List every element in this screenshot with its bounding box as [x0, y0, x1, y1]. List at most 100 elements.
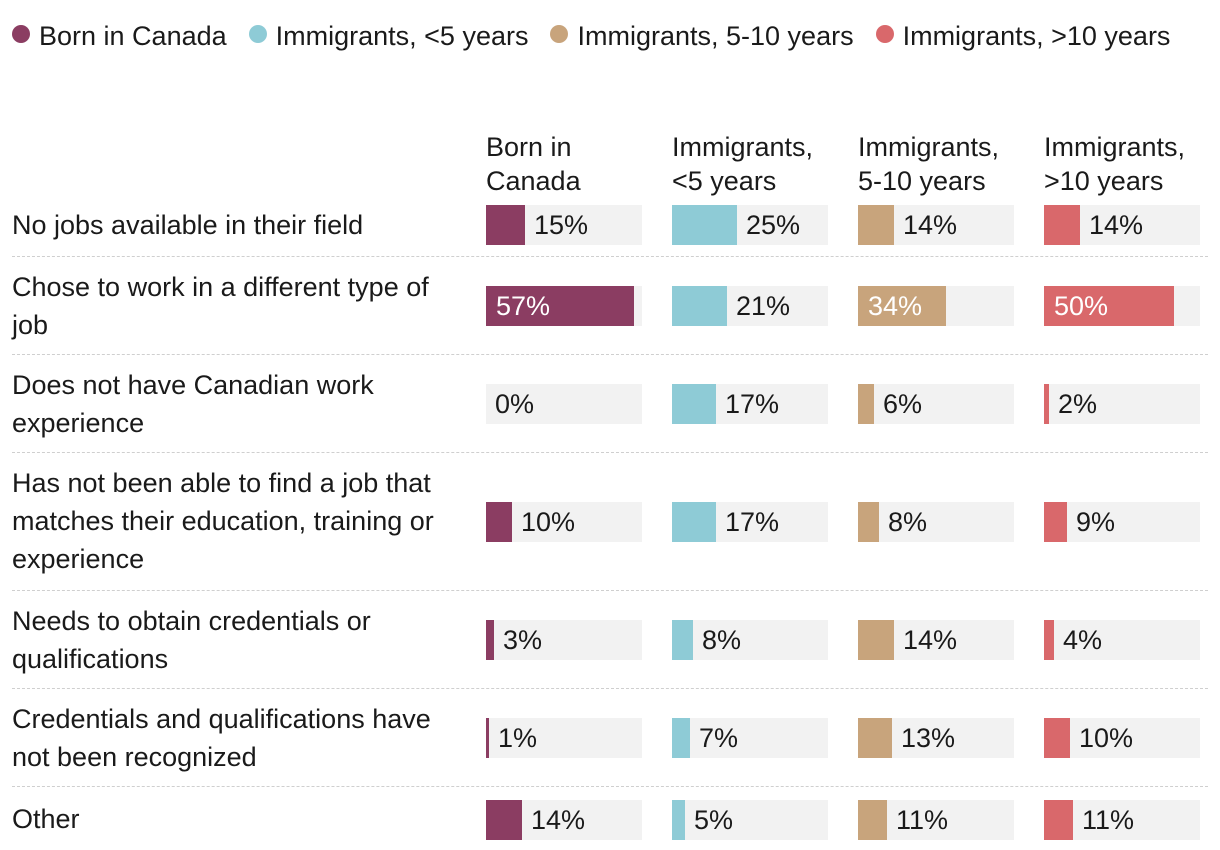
legend-label: Born in Canada [39, 21, 227, 51]
row-divider [12, 590, 1208, 591]
row-divider [12, 452, 1208, 453]
bar-track: 0% [486, 384, 642, 424]
legend-swatch [875, 25, 894, 43]
legend-swatch [248, 25, 267, 43]
bar [858, 718, 892, 758]
legend: Born in Canada Immigrants, <5 years Immigr… [12, 14, 1192, 59]
data-label: 0% [495, 389, 535, 419]
data-label: 14% [903, 210, 958, 240]
bar [486, 286, 634, 326]
bar-track: 50% [1044, 286, 1200, 326]
column-header: Immigrants, >10 years [1044, 132, 1186, 196]
data-label: 34% [868, 291, 923, 321]
bar [486, 502, 512, 542]
legend-label: Immigrants, <5 years [275, 21, 529, 51]
bar-track: 11% [858, 800, 1014, 840]
bar [1044, 718, 1070, 758]
data-label: 4% [1063, 625, 1103, 655]
bar-track: 9% [1044, 502, 1200, 542]
bar [858, 800, 887, 840]
bar-track: 34% [858, 286, 1014, 326]
bar-track: 4% [1044, 620, 1200, 660]
data-label: 10% [1079, 723, 1134, 753]
bar [486, 800, 522, 840]
data-label: 17% [725, 389, 780, 419]
bar-track: 14% [858, 620, 1014, 660]
bar [1044, 800, 1073, 840]
data-label: 17% [725, 507, 780, 537]
row-label: Needs to obtain credentials or qualifica… [12, 606, 371, 674]
bar [858, 620, 894, 660]
bar [672, 502, 716, 542]
bar [486, 205, 525, 245]
data-label: 25% [746, 210, 801, 240]
row-divider [12, 354, 1208, 355]
row-divider [12, 786, 1208, 787]
bar [1044, 620, 1054, 660]
bar [672, 384, 716, 424]
bar-track: 21% [672, 286, 828, 326]
row-label: Has not been able to find a job that mat… [12, 468, 434, 574]
row-divider [12, 256, 1208, 257]
row-divider [12, 688, 1208, 689]
data-label: 10% [521, 507, 576, 537]
bar-track: 57% [486, 286, 642, 326]
bar-track: 13% [858, 718, 1014, 758]
bar [486, 718, 489, 758]
data-label: 11% [896, 805, 949, 835]
row-label: Does not have Canadian work experience [12, 370, 374, 438]
legend-label: Immigrants, >10 years [902, 21, 1171, 51]
data-label: 57% [496, 291, 551, 321]
data-label: 14% [1089, 210, 1144, 240]
bar-track: 14% [858, 205, 1014, 245]
bar [486, 620, 494, 660]
legend-swatch [12, 25, 30, 43]
data-label: 2% [1058, 389, 1098, 419]
bar-track: 3% [486, 620, 642, 660]
legend-swatch [550, 25, 569, 43]
bar-track: 6% [858, 384, 1014, 424]
row-label: Chose to work in a different type of job [12, 272, 429, 340]
bar-track: 1% [486, 718, 642, 758]
row-label: Credentials and qualifications have not … [12, 704, 431, 772]
data-label: 15% [534, 210, 589, 240]
data-label: 14% [903, 625, 958, 655]
bar [858, 205, 894, 245]
bar [1044, 286, 1174, 326]
legend-item: Immigrants, 5-10 years [550, 14, 854, 59]
bar-track: 5% [672, 800, 828, 840]
data-label: 11% [1082, 805, 1135, 835]
bar-track: 10% [1044, 718, 1200, 758]
bar [672, 620, 693, 660]
bar-track: 14% [486, 800, 642, 840]
bar [1044, 205, 1080, 245]
bar [672, 286, 727, 326]
legend-item: Immigrants, <5 years [248, 14, 529, 59]
data-label: 8% [702, 625, 742, 655]
data-label: 5% [694, 805, 734, 835]
bar [672, 205, 737, 245]
bar [672, 718, 690, 758]
bar-track: 17% [672, 384, 828, 424]
row-label: Other [12, 804, 80, 834]
legend-item: Immigrants, >10 years [875, 14, 1171, 59]
bar [858, 502, 879, 542]
bar-track: 7% [672, 718, 828, 758]
bar-track: 8% [672, 620, 828, 660]
bar-track: 15% [486, 205, 642, 245]
bar [1044, 384, 1049, 424]
data-label: 14% [531, 805, 586, 835]
bar-track: 14% [1044, 205, 1200, 245]
data-label: 3% [503, 625, 543, 655]
bar [858, 384, 874, 424]
column-header: Immigrants, <5 years [672, 132, 814, 196]
bar [1044, 502, 1067, 542]
row-label: No jobs available in their field [12, 210, 364, 240]
bar-track: 8% [858, 502, 1014, 542]
data-label: 7% [699, 723, 739, 753]
data-label: 6% [883, 389, 923, 419]
legend-label: Immigrants, 5-10 years [577, 21, 854, 51]
bar-track: 10% [486, 502, 642, 542]
data-label: 1% [498, 723, 538, 753]
bar [672, 800, 685, 840]
